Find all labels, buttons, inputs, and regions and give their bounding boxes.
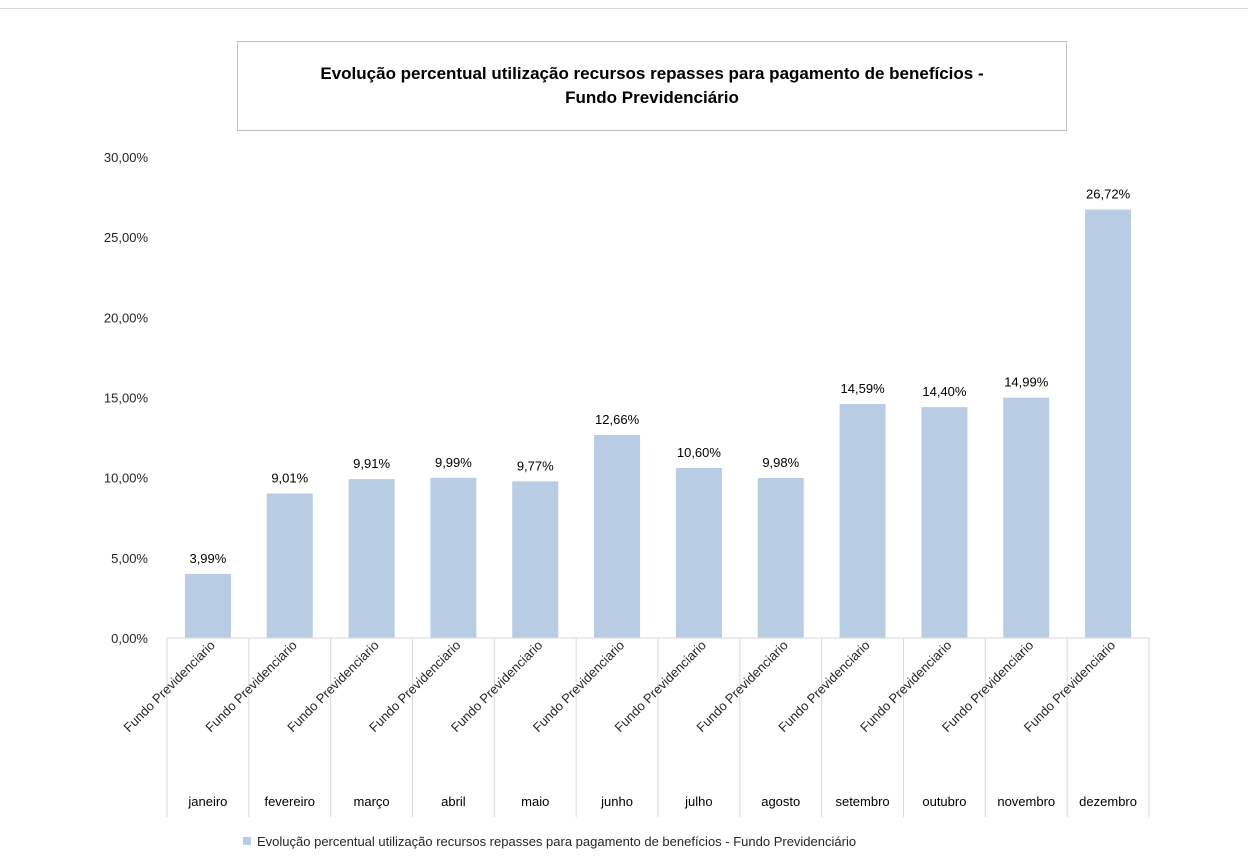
sub-category-label: Fundo Previdenciario: [284, 638, 381, 735]
data-label: 9,77%: [517, 458, 554, 473]
y-tick-label: 0,00%: [111, 631, 148, 646]
bar: [1003, 397, 1050, 638]
sub-category-label: Fundo Previdenciario: [857, 638, 954, 735]
sub-category-label: Fundo Previdenciario: [1021, 638, 1118, 735]
chart-title-box: Evolução percentual utilização recursos …: [237, 41, 1067, 131]
category-label: janeiro: [187, 794, 227, 809]
data-label: 9,91%: [353, 456, 390, 471]
bar: [675, 468, 722, 638]
chart-legend: Evolução percentual utilização recursos …: [243, 832, 856, 850]
sub-category-label: Fundo Previdenciario: [693, 638, 790, 735]
y-tick-label: 25,00%: [104, 230, 149, 245]
bar: [184, 574, 231, 638]
data-label: 9,98%: [762, 455, 799, 470]
y-tick-label: 20,00%: [104, 310, 149, 325]
bar: [266, 493, 313, 638]
bar: [348, 479, 395, 638]
chart-title-line-1: Evolução percentual utilização recursos …: [320, 64, 984, 83]
sub-category-label: Fundo Previdenciario: [202, 638, 299, 735]
category-label: agosto: [761, 794, 800, 809]
data-label: 9,99%: [435, 455, 472, 470]
category-label: fevereiro: [264, 794, 315, 809]
chart-title-line-2: Fundo Previdenciário: [565, 88, 739, 107]
sub-category-label: Fundo Previdenciario: [530, 638, 627, 735]
data-label: 26,72%: [1086, 187, 1131, 202]
bar: [430, 477, 477, 638]
data-label: 14,59%: [841, 381, 886, 396]
y-tick-label: 5,00%: [111, 551, 148, 566]
bar: [594, 435, 641, 638]
category-label: outubro: [922, 794, 966, 809]
bar: [921, 407, 968, 638]
sub-category-label: Fundo Previdenciario: [939, 638, 1036, 735]
category-label: maio: [521, 794, 549, 809]
category-label: novembro: [997, 794, 1055, 809]
top-divider: [0, 8, 1248, 9]
y-tick-label: 30,00%: [104, 150, 149, 165]
category-label: junho: [600, 794, 633, 809]
data-label: 3,99%: [189, 551, 226, 566]
data-label: 9,01%: [271, 471, 308, 486]
data-label: 12,66%: [595, 412, 640, 427]
bar: [512, 481, 559, 638]
legend-label: Evolução percentual utilização recursos …: [257, 833, 857, 849]
data-label: 10,60%: [677, 445, 722, 460]
sub-category-label: Fundo Previdenciario: [121, 638, 218, 735]
y-tick-label: 10,00%: [104, 471, 149, 486]
bar: [839, 404, 886, 638]
category-label: setembro: [835, 794, 889, 809]
bar: [1085, 209, 1132, 638]
category-label: dezembro: [1079, 794, 1137, 809]
category-label: julho: [684, 794, 712, 809]
sub-category-label: Fundo Previdenciario: [448, 638, 545, 735]
y-tick-label: 15,00%: [104, 391, 149, 406]
legend-swatch: [243, 837, 251, 845]
sub-category-label: Fundo Previdenciario: [775, 638, 872, 735]
data-label: 14,99%: [1004, 375, 1049, 390]
data-label: 14,40%: [922, 384, 967, 399]
sub-category-label: Fundo Previdenciario: [366, 638, 463, 735]
bar: [757, 477, 804, 638]
category-label: abril: [441, 794, 466, 809]
sub-category-label: Fundo Previdenciario: [612, 638, 709, 735]
category-label: março: [354, 794, 390, 809]
